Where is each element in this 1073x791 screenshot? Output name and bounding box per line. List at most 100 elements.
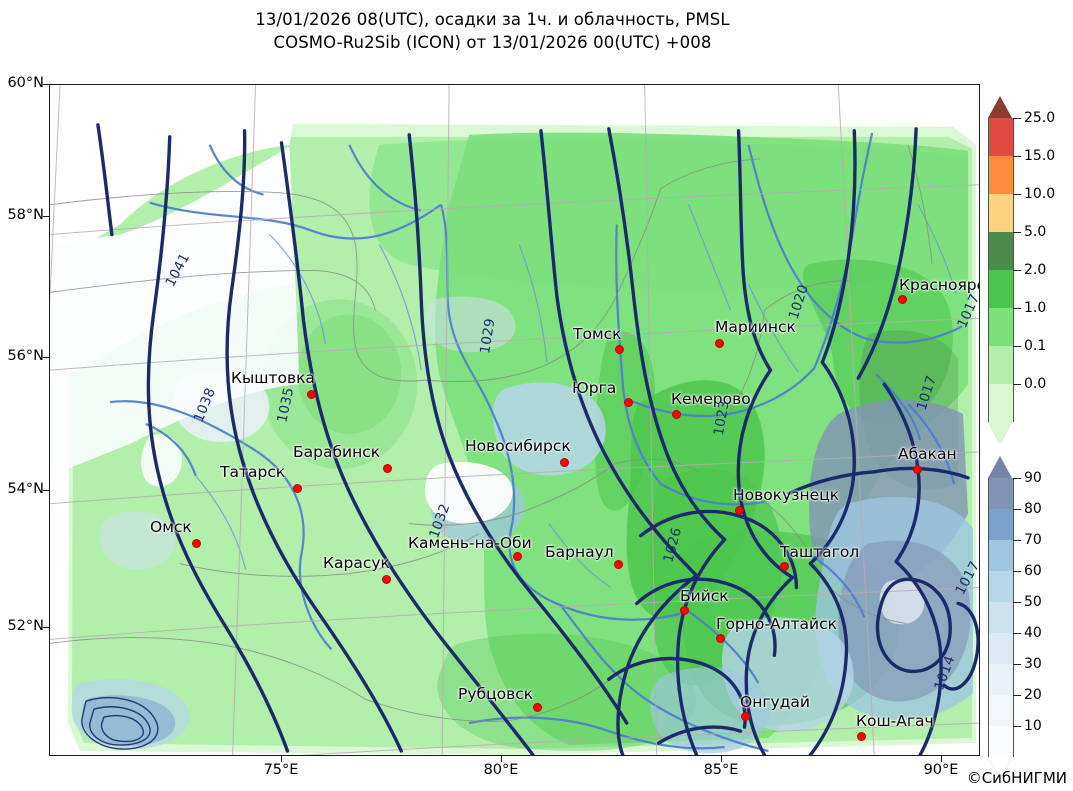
cbar-cloud-swatch: [988, 664, 1014, 695]
copyright-label: ©СибНИГМИ: [966, 769, 1067, 787]
page-title: 13/01/2026 08(UTC), осадки за 1ч. и обла…: [0, 8, 985, 54]
city-dot-icon: [532, 702, 542, 712]
city-dot-icon: [679, 605, 689, 615]
cbar-cloud-swatch: [988, 571, 1014, 602]
cbar-cloud-swatch: [988, 633, 1014, 664]
x-axis-tick-label: 80°E: [483, 762, 519, 778]
y-axis-tick-label: 52°N: [7, 618, 44, 634]
cbar-precip-tick-mark: [1013, 308, 1021, 310]
cbar-precip-tick-label: 15.0: [1024, 148, 1056, 164]
city-name-label: Омск: [150, 518, 192, 536]
cbar-precip-swatch: [988, 384, 1014, 422]
cbar-cloud-tick-label: 10: [1024, 718, 1042, 734]
cbar-precip-swatch: [988, 308, 1014, 346]
y-axis-tick-label: 58°N: [7, 207, 44, 223]
cbar-cloud-swatch: [988, 695, 1014, 726]
city-dot-icon: [512, 551, 522, 561]
city-dot-icon: [856, 731, 866, 741]
cbar-cloud-under-arrow-icon: [988, 757, 1012, 779]
cbar-cloud-tick-mark: [1013, 509, 1021, 511]
cbar-precip-swatch: [988, 346, 1014, 384]
city-name-label: Камень-на-Оби: [408, 534, 532, 552]
city-dot-icon: [191, 538, 201, 548]
city-dot-icon: [715, 633, 725, 643]
cbar-cloud-tick-mark: [1013, 540, 1021, 542]
city-dot-icon: [613, 559, 623, 569]
cbar-precip-tick-mark: [1013, 232, 1021, 234]
city-dot-icon: [292, 483, 302, 493]
cbar-cloud-over-arrow-icon: [988, 456, 1012, 478]
cbar-precip-swatch: [988, 118, 1014, 156]
cbar-cloud-swatch: [988, 540, 1014, 571]
cbar-cloud-tick-label: 70: [1024, 532, 1042, 548]
x-axis-tick-label: 75°E: [263, 762, 299, 778]
cbar-cloud-tick-mark: [1013, 726, 1021, 728]
city-name-label: Красноярск: [899, 276, 979, 294]
x-axis-tick-label: 90°E: [923, 762, 959, 778]
city-name-label: Татарск: [220, 463, 286, 481]
city-name-label: Карасук: [323, 554, 390, 572]
y-axis-tick-label: 56°N: [7, 348, 44, 364]
city-dot-icon: [714, 338, 724, 348]
cbar-cloud-tick-label: 60: [1024, 563, 1042, 579]
cbar-precip-tick-label: 5.0: [1024, 224, 1047, 240]
cbar-precip-tick-mark: [1013, 156, 1021, 158]
cbar-precip-over-arrow-icon: [988, 96, 1012, 118]
city-name-label: Горно-Алтайск: [716, 615, 837, 633]
cbar-cloud-swatch: [988, 602, 1014, 633]
city-name-label: Таштагол: [780, 543, 860, 561]
x-axis-tick-mark: [941, 756, 943, 762]
city-name-label: Бийск: [680, 587, 729, 605]
city-dot-icon: [381, 574, 391, 584]
cbar-cloud-tick-label: 90: [1024, 470, 1042, 486]
y-axis-tick-mark: [43, 490, 49, 492]
city-name-label: Новосибирск: [465, 437, 571, 455]
city-dot-icon: [623, 397, 633, 407]
cbar-precip-under-arrow-icon: [988, 422, 1012, 444]
cbar-precip-tick-mark: [1013, 194, 1021, 196]
city-name-label: Барабинск: [293, 443, 381, 461]
city-dot-icon: [306, 389, 316, 399]
cbar-precip-tick-label: 10.0: [1024, 186, 1056, 202]
city-name-label: Кыштовка: [231, 369, 315, 387]
y-axis-tick-mark: [43, 357, 49, 359]
cloudiness-colorbar[interactable]: 908070605040302010Облачность ср. яруса, …: [988, 456, 1042, 779]
cbar-precip-tick-label: 1.0: [1024, 300, 1047, 316]
x-axis-tick-mark: [501, 756, 503, 762]
cbar-precip-swatch: [988, 194, 1014, 232]
city-dot-icon: [559, 457, 569, 467]
city-name-label: Абакан: [898, 445, 957, 463]
city-name-label: Рубцовск: [458, 685, 534, 703]
cbar-cloud-tick-label: 30: [1024, 656, 1042, 672]
city-name-label: Томск: [573, 325, 622, 343]
cbar-cloud-tick-mark: [1013, 571, 1021, 573]
x-axis-tick-mark: [721, 756, 723, 762]
cbar-cloud-swatch: [988, 478, 1014, 509]
cbar-precip-tick-label: 2.0: [1024, 262, 1047, 278]
y-axis-tick-mark: [43, 627, 49, 629]
city-dot-icon: [671, 409, 681, 419]
city-name-label: Кош-Агач: [856, 712, 934, 730]
y-axis-tick-label: 60°N: [7, 75, 44, 91]
y-axis-tick-label: 54°N: [7, 481, 44, 497]
cbar-cloud-tick-mark: [1013, 602, 1021, 604]
title-line-2: COSMO-Ru2Sib (ICON) от 13/01/2026 00(UTC…: [273, 33, 712, 52]
x-axis-tick-label: 85°E: [703, 762, 739, 778]
city-name-label: Юрга: [572, 379, 617, 397]
x-axis-tick-mark: [281, 756, 283, 762]
cbar-precip-swatch: [988, 270, 1014, 308]
cbar-precip-swatch: [988, 232, 1014, 270]
cbar-cloud-tick-mark: [1013, 478, 1021, 480]
title-line-1: 13/01/2026 08(UTC), осадки за 1ч. и обла…: [255, 10, 730, 29]
cbar-precip-tick-label: 0.0: [1024, 376, 1047, 392]
cbar-cloud-tick-label: 80: [1024, 501, 1042, 517]
cbar-cloud-tick-mark: [1013, 695, 1021, 697]
precipitation-colorbar[interactable]: 25.015.010.05.02.01.00.10.0Осадки за 1ч.…: [988, 96, 1055, 444]
city-name-label: Барнаул: [545, 543, 614, 561]
map-plot-area[interactable]: Омск Кыштовка Татарск Барабинск Карасук Новос…: [49, 84, 980, 756]
cbar-precip-tick-mark: [1013, 346, 1021, 348]
city-name-label: Онгудай: [740, 693, 810, 711]
city-dot-icon: [382, 463, 392, 473]
city-dot-icon: [897, 294, 907, 304]
cbar-cloud-tick-label: 20: [1024, 687, 1042, 703]
